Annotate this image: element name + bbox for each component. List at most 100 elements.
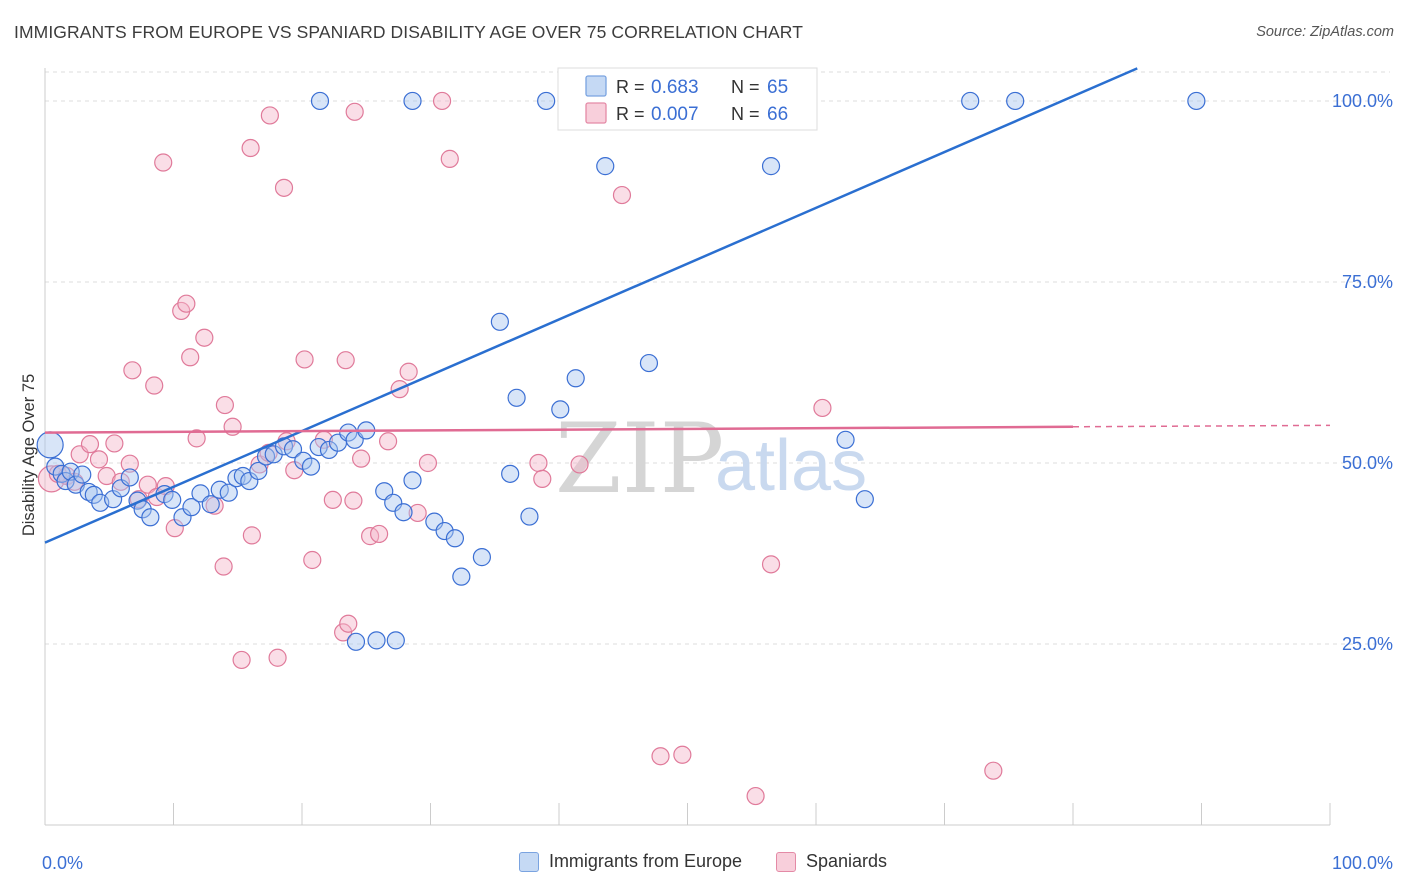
legend-r-value-pink: 0.007 [651, 104, 699, 125]
data-point [145, 376, 164, 395]
watermark-atlas: atlas [715, 426, 867, 506]
data-point [440, 149, 459, 168]
data-point [187, 429, 206, 448]
data-point [301, 457, 321, 476]
data-point [268, 648, 287, 667]
data-point [79, 482, 98, 502]
data-point [334, 623, 353, 642]
data-point [529, 453, 548, 473]
data-point [105, 434, 124, 453]
data-point [295, 350, 314, 369]
data-point [566, 369, 585, 388]
data-point [346, 632, 366, 651]
data-point [303, 550, 322, 570]
data-point [56, 471, 75, 491]
chart-title: IMMIGRANTS FROM EUROPE VS SPANIARD DISAB… [14, 22, 803, 42]
data-point [240, 471, 259, 491]
data-point [89, 450, 109, 469]
data-point [111, 472, 130, 491]
data-point [673, 745, 692, 764]
data-point [80, 435, 100, 454]
data-point [249, 461, 268, 481]
data-point [370, 524, 389, 544]
data-point [163, 490, 182, 510]
data-point [141, 508, 160, 527]
data-point [173, 508, 192, 527]
data-point [120, 454, 139, 473]
chart-source: Source: ZipAtlas.com [1256, 24, 1394, 40]
data-point [195, 328, 214, 347]
data-point [378, 432, 398, 451]
legend-r-label-blue: R = [616, 77, 645, 97]
data-point [639, 353, 659, 373]
legend-swatch-immigrants [518, 851, 539, 872]
data-point [345, 102, 364, 121]
data-point [452, 567, 471, 586]
data-point [310, 91, 330, 111]
data-point [418, 453, 438, 473]
data-point [432, 91, 452, 111]
data-point [367, 631, 386, 650]
trend-line-immigrants [44, 67, 1138, 544]
data-point [399, 362, 418, 381]
stats-legend: R = 0.683 N = 65 R = 0.007 N = 66 [557, 67, 818, 131]
data-point [154, 153, 173, 172]
axes [44, 68, 1331, 826]
data-point [435, 521, 454, 541]
data-point [215, 395, 234, 415]
data-point [408, 503, 427, 523]
legend-r-value-blue: 0.683 [651, 77, 699, 98]
data-point [386, 631, 405, 650]
legend-swatch-blue [585, 75, 607, 97]
data-point [1187, 91, 1206, 111]
data-point [961, 91, 980, 111]
data-point [746, 786, 765, 806]
watermark-zip: ZIP [555, 403, 724, 515]
grid-lines [45, 71, 1390, 645]
data-point [445, 529, 465, 548]
data-point [283, 440, 303, 459]
data-point [323, 490, 342, 510]
legend-label-spaniards: Spaniards [806, 851, 888, 871]
data-point [855, 490, 874, 509]
legend-n-value-blue: 65 [767, 77, 788, 98]
tick-labels: 25.0% 50.0% 75.0% 100.0% 0.0% 100.0% [42, 91, 1393, 873]
data-point [36, 431, 64, 459]
y-tick-label: 50.0% [1342, 453, 1393, 473]
data-point [339, 614, 358, 633]
bottom-legend: Immigrants from Europe Spaniards [0, 851, 1406, 872]
data-point [232, 650, 251, 670]
data-point [761, 157, 781, 176]
data-point [336, 351, 355, 370]
data-point [352, 449, 371, 468]
legend-swatch-spaniards [776, 851, 796, 872]
data-point [490, 312, 509, 331]
data-point [1006, 91, 1025, 111]
data-point [73, 465, 92, 484]
data-point [344, 491, 363, 510]
data-point [309, 437, 328, 457]
y-tick-label: 25.0% [1342, 634, 1393, 654]
data-point [339, 423, 358, 442]
x-tick-label: 100.0% [1332, 853, 1393, 873]
series-spaniards-points [37, 91, 1003, 806]
data-point [612, 185, 632, 205]
x-tick-label: 0.0% [42, 853, 83, 873]
data-point [596, 157, 615, 176]
data-point [403, 91, 422, 111]
data-point [177, 294, 196, 313]
legend-item-spaniards[interactable]: Spaniards [776, 851, 887, 872]
data-point [651, 747, 670, 766]
data-point [507, 388, 526, 407]
data-point [219, 483, 238, 502]
legend-item-immigrants[interactable]: Immigrants from Europe [518, 851, 742, 872]
data-point [181, 348, 200, 367]
data-point [570, 455, 589, 474]
series-immigrants-points [36, 91, 1206, 651]
data-point [138, 475, 157, 494]
data-point [123, 361, 142, 380]
data-point [394, 503, 413, 522]
data-point [241, 138, 260, 158]
trend-line-spaniards-extension [1072, 424, 1331, 428]
